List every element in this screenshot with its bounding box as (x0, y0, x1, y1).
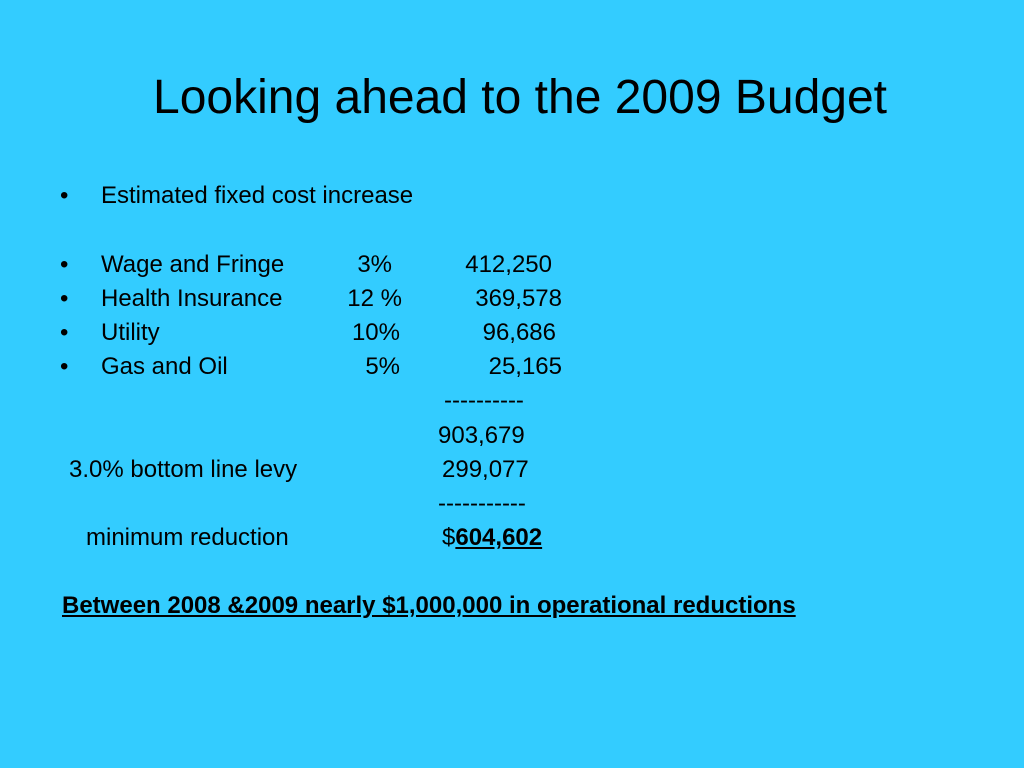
cost-row-amount: 412,250 (465, 251, 552, 278)
reduction-amount: 604,602 (455, 524, 543, 551)
separator-line: ----------- (438, 490, 526, 517)
bullet-glyph: • (60, 353, 69, 380)
bullet-glyph: • (60, 251, 69, 278)
cost-row-amount: 25,165 (488, 353, 562, 380)
levy-label: 3.0% bottom line levy (69, 456, 298, 483)
bullet-glyph: • (60, 182, 69, 209)
separator-line: ---------- (444, 387, 524, 414)
cost-row-label: Utility (101, 319, 160, 346)
cost-row-label: Wage and Fringe (101, 251, 285, 278)
bullet-glyph: • (60, 285, 69, 312)
summary-statement: Between 2008 &2009 nearly $1,000,000 in … (62, 592, 796, 619)
levy-amount: 299,077 (442, 456, 529, 483)
cost-row-amount: 369,578 (475, 285, 562, 312)
cost-row-percent: 10% (351, 319, 400, 346)
cost-row-label: Health Insurance (101, 285, 283, 312)
intro-bullet-text: Estimated fixed cost increase (101, 182, 414, 209)
currency-symbol: $ (442, 524, 456, 551)
cost-row-percent: 5% (365, 353, 400, 380)
cost-row-percent: 3% (357, 251, 392, 278)
reduction-label: minimum reduction (86, 524, 289, 551)
subtotal-amount: 903,679 (438, 422, 525, 449)
bullet-glyph: • (60, 319, 69, 346)
cost-row-amount: 96,686 (482, 319, 556, 346)
slide-title: Looking ahead to the 2009 Budget (153, 71, 887, 124)
cost-row-percent: 12 % (347, 285, 402, 312)
cost-row-label: Gas and Oil (101, 353, 228, 380)
reduction-value: $604,602 (442, 523, 542, 553)
